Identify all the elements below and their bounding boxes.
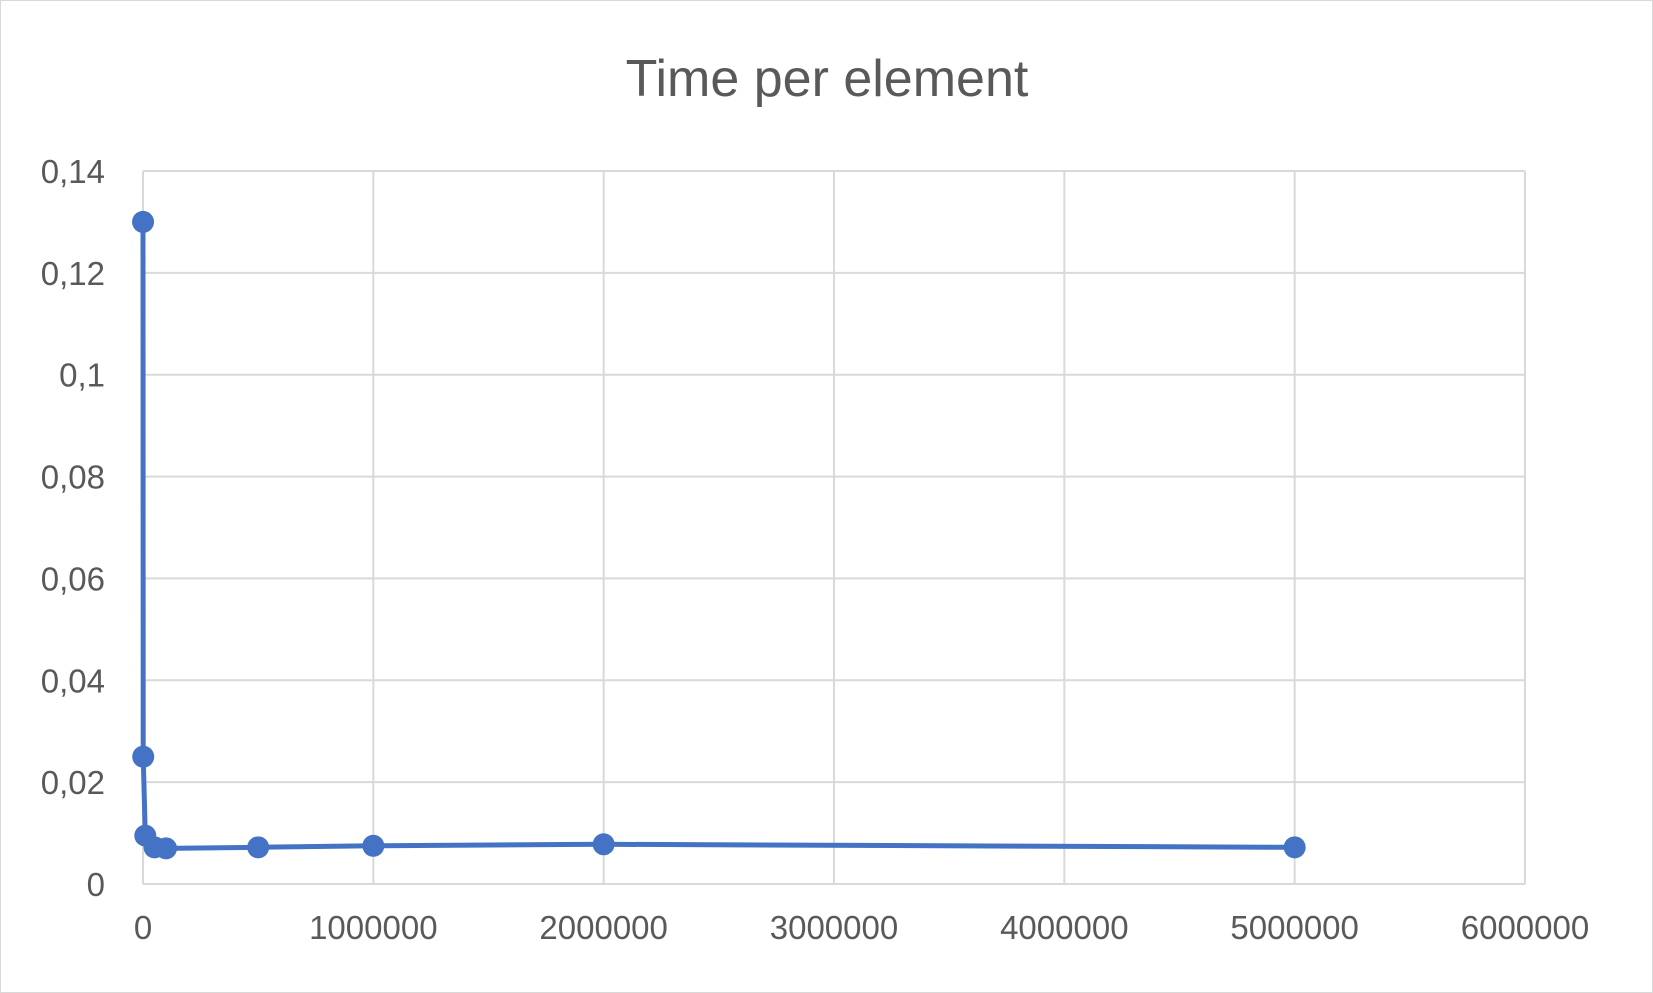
x-tick-label: 1000000	[309, 909, 437, 946]
y-tick-label: 0,14	[41, 153, 105, 190]
series-layer	[132, 210, 1306, 860]
grid	[142, 170, 1526, 885]
y-tick-label: 0,06	[41, 560, 105, 597]
y-tick-label: 0,08	[41, 459, 105, 496]
chart-title: Time per element	[626, 50, 1029, 108]
x-tick-label: 0	[134, 909, 152, 946]
data-point	[592, 833, 615, 856]
y-tick-label: 0,02	[41, 764, 105, 801]
y-tick-label: 0,04	[41, 662, 105, 699]
data-point	[132, 745, 155, 768]
x-tick-label: 5000000	[1230, 909, 1358, 946]
x-tick-label: 6000000	[1461, 909, 1589, 946]
y-tick-label: 0,12	[41, 255, 105, 292]
data-point	[155, 837, 178, 860]
series-line	[140, 219, 1298, 851]
y-tick-label: 0,1	[59, 357, 105, 394]
data-point	[362, 834, 385, 857]
x-tick-label: 3000000	[770, 909, 898, 946]
data-point	[1283, 836, 1306, 859]
data-point	[247, 836, 270, 859]
x-tick-label: 2000000	[539, 909, 667, 946]
y-tick-label: 0	[87, 866, 105, 903]
data-point	[132, 210, 155, 233]
x-axis-ticks: 0 1000000 2000000 3000000 4000000 5000000 6000…	[134, 909, 1589, 946]
x-tick-label: 4000000	[1000, 909, 1128, 946]
y-axis-ticks: 0 0,02 0,04 0,06 0,08 0,1 0,12 0,14	[41, 153, 105, 903]
